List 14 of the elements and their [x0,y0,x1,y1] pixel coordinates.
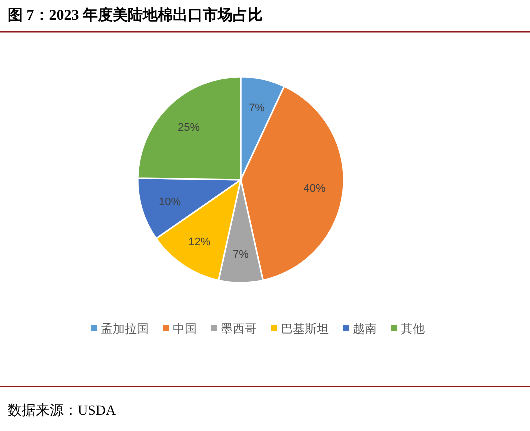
data-label: 40% [304,183,326,196]
data-label: 12% [188,236,211,249]
legend-label: 墨西哥 [221,322,257,336]
data-label: 7% [249,102,266,115]
legend-label: 孟加拉国 [101,322,149,336]
legend-label: 越南 [353,322,377,336]
chart-title: 图 7：2023 年度美陆地棉出口市场占比 [8,6,263,24]
data-label: 7% [233,249,250,262]
legend-label: 巴基斯坦 [281,322,329,336]
data-label: 10% [159,196,182,209]
data-label: 25% [178,122,200,134]
legend-label: 其他 [401,322,425,336]
legend-label: 中国 [173,322,197,336]
source-note: 数据来源：USDA [8,403,118,419]
